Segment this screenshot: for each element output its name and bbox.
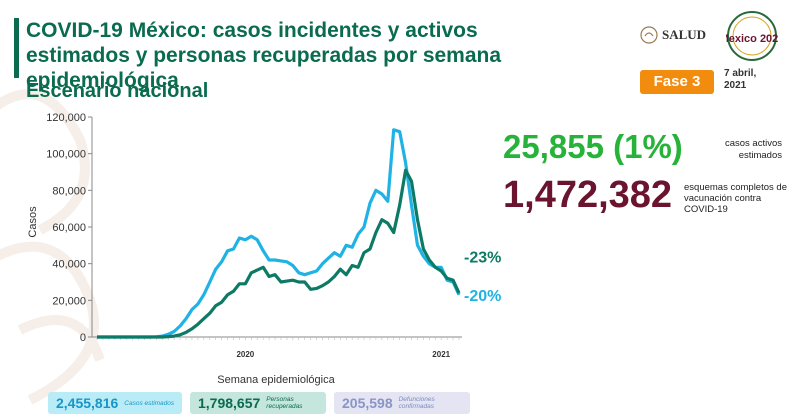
recovered-value: 1,798,657 [198,395,261,411]
title-accent-bar [14,18,19,78]
active-cases-value: 25,855 (1%) [503,128,683,165]
estimated-cases-value: 2,455,816 [56,395,119,411]
y-tick-label: 20,000 [52,295,86,307]
y-tick-label: 80,000 [52,185,86,197]
report-date-year: 2021 [724,80,747,91]
deaths-value: 205,598 [342,395,393,411]
active-cases-line [97,168,461,339]
recovered-label: Personas recuperadas [266,396,303,410]
phase-badge: Fase 3 [640,70,714,94]
deaths-box: 205,598 Defunciones confirmadas [334,392,470,414]
report-date-day: 7 abril, [724,68,757,79]
vaccination-label: esquemas completos de vacunación contra … [684,182,787,215]
mexico-2021-logo: Mexico 2021 [726,11,778,61]
salud-logo: SALUD [640,24,720,46]
y-tick-label: 40,000 [52,259,86,271]
page-title: COVID-19 México: casos incidentes y acti… [26,19,502,92]
x-year-label: 2020 [236,350,254,359]
active-cases-label: casos activos estimados [724,138,782,161]
active-change-annotation: -23% [464,249,501,266]
x-axis-title: Semana epidemiológica [217,374,335,386]
report-date: 7 abril, 2021 [724,68,756,92]
y-tick-label: 120,000 [46,112,86,124]
page-subtitle: Escenario nacional [26,80,209,102]
eagle-emblem-icon [640,26,658,44]
incident-cases-line [97,128,461,339]
incident-change-annotation: -20% [464,288,501,305]
salud-label: SALUD [662,27,707,42]
deaths-label: Defunciones confirmadas [398,396,435,410]
vaccination-value: 1,472,382 [503,174,673,216]
background-ornament [17,315,105,362]
background-ornament [0,89,90,235]
y-tick-label: 100,000 [46,149,86,161]
logo-text: Mexico 2021 [726,33,778,45]
recovered-box: 1,798,657 Personas recuperadas [190,392,326,414]
estimated-cases-box: 2,455,816 Casos estimados [48,392,182,414]
y-axis-title: Casos [27,206,39,238]
x-year-label: 2021 [432,350,450,359]
estimated-cases-label: Casos estimados [124,399,175,407]
y-tick-label: 0 [80,332,86,344]
y-tick-label: 60,000 [52,222,86,234]
